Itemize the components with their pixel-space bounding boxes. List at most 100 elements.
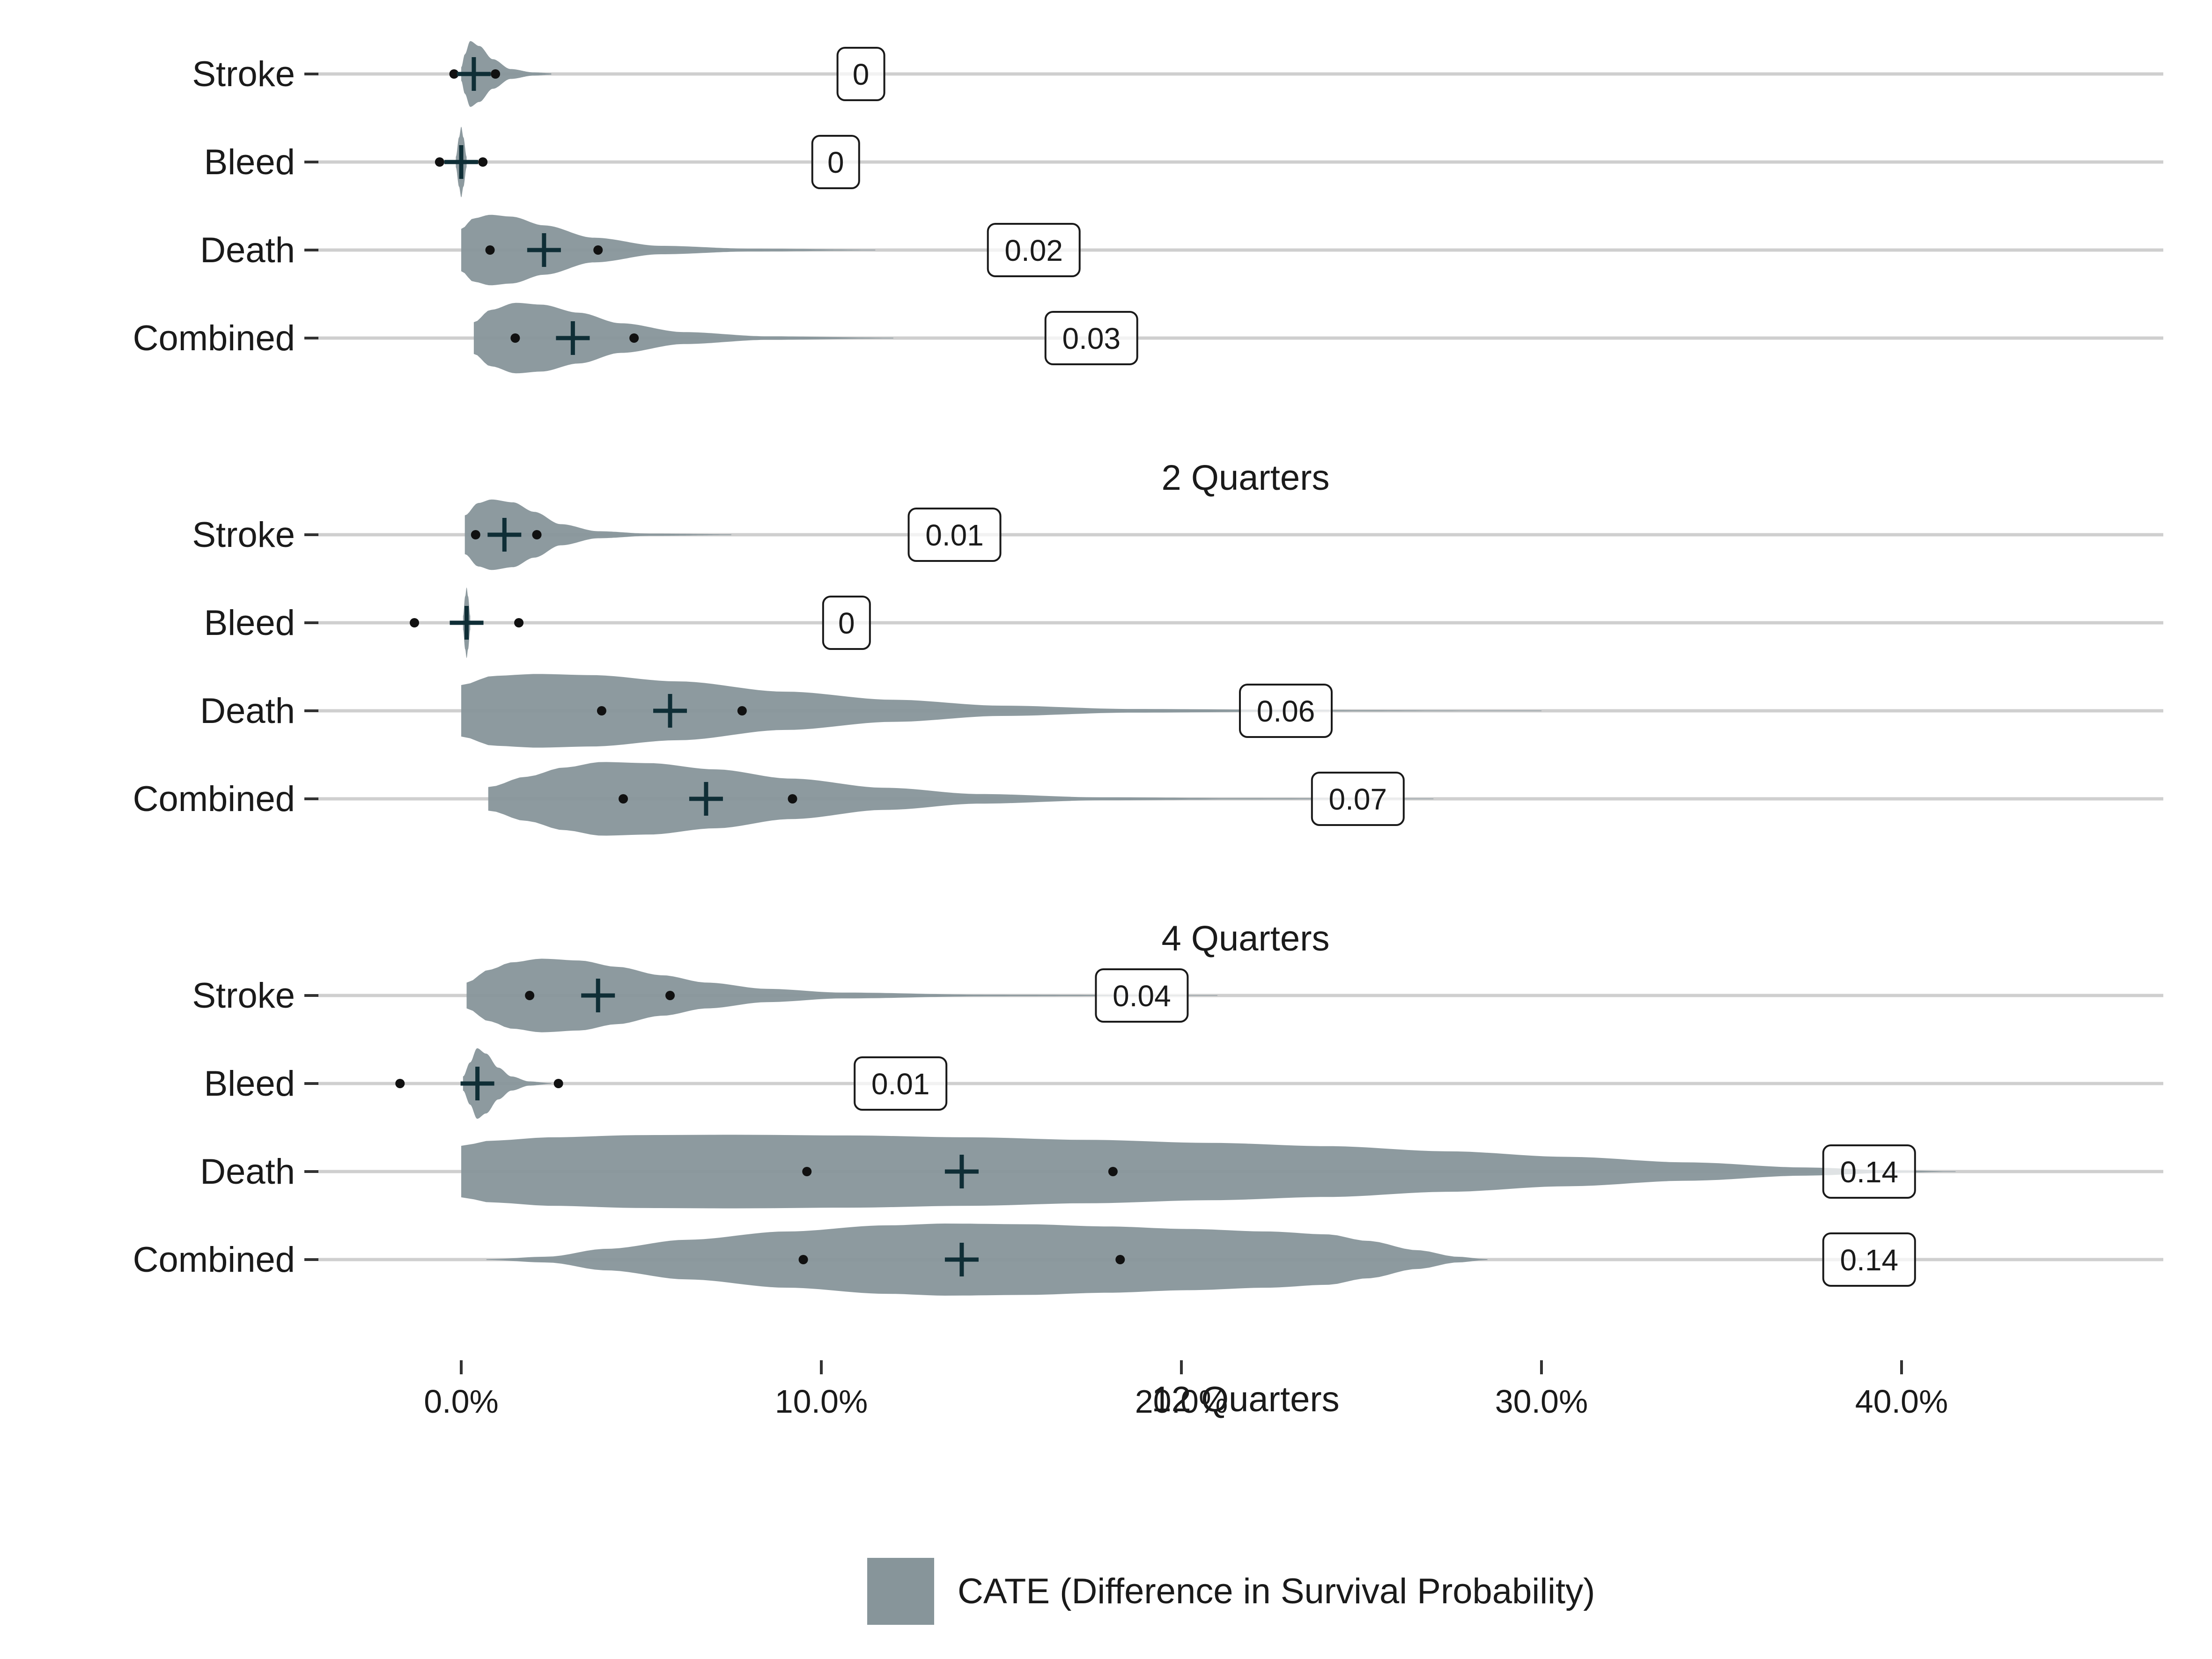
quantile-dot — [485, 245, 495, 255]
value-label: 0.01 — [854, 1056, 948, 1111]
value-label-text: 0.02 — [1004, 234, 1063, 267]
x-tick-label: 40.0% — [1855, 1383, 1948, 1420]
quantile-dot — [449, 69, 459, 79]
category-label: Combined — [133, 779, 295, 819]
value-label: 0.02 — [987, 223, 1081, 277]
value-label: 0.14 — [1822, 1232, 1916, 1287]
legend-swatch — [867, 1558, 934, 1625]
value-label: 0.03 — [1044, 311, 1138, 365]
value-label-text: 0.07 — [1329, 782, 1387, 816]
violin-row: Combined 0.07 — [133, 762, 2163, 836]
quantile-dot — [798, 1255, 808, 1264]
violin-row: Stroke 0.01 — [192, 499, 2163, 570]
x-tick-label: 30.0% — [1495, 1383, 1588, 1420]
legend: CATE (Difference in Survival Probability… — [867, 1558, 1595, 1625]
quantile-dot — [435, 157, 444, 167]
violin-shape — [461, 1135, 1956, 1209]
quantile-dot — [619, 794, 628, 804]
value-label: 0 — [836, 47, 885, 101]
panel-label: 4 Quarters — [1161, 919, 1329, 959]
quantile-dot — [802, 1167, 812, 1176]
value-label-box — [987, 223, 1081, 277]
violin-shape — [466, 959, 1217, 1032]
violin-row: Bleed 0 — [204, 126, 2163, 198]
value-label-box — [907, 508, 1002, 562]
value-label-box — [836, 47, 885, 101]
violin-shape — [486, 1224, 1488, 1296]
violin-row: Combined 0.03 — [133, 302, 2163, 374]
panel-label: 12 Quarters — [1151, 1379, 1339, 1419]
quantile-dot — [553, 1079, 563, 1088]
quantile-dot — [665, 991, 675, 1000]
quantile-dot — [395, 1079, 405, 1088]
quantile-dot — [532, 530, 542, 539]
category-label: Stroke — [192, 515, 295, 555]
quantile-dot — [525, 991, 535, 1000]
x-tick-label: 10.0% — [775, 1383, 868, 1420]
category-label: Death — [200, 691, 295, 731]
value-label-box — [854, 1056, 948, 1111]
value-label-box — [1044, 311, 1138, 365]
violin-shape — [473, 302, 893, 374]
quantile-dot — [788, 794, 797, 804]
value-label: 0 — [811, 135, 860, 189]
violin-shape — [488, 762, 1434, 836]
violin-shape — [465, 499, 731, 570]
panel-label: 2 Quarters — [1161, 458, 1329, 498]
quantile-dot — [478, 157, 488, 167]
quantile-dot — [514, 618, 524, 627]
quantile-dot — [510, 333, 520, 343]
value-label: 0.14 — [1822, 1144, 1916, 1199]
value-label-box — [1822, 1232, 1916, 1287]
value-label-box — [1095, 968, 1189, 1023]
category-label: Bleed — [204, 142, 295, 182]
panel: Stroke 0.01 Bleed 0 Death 0.06 Combined 0.07 4 Q… — [133, 499, 2163, 959]
x-axis: 0.0% 10.0% 20.0% 30.0% 40.0% — [424, 1360, 1948, 1420]
violin-row: Stroke 0.04 — [192, 959, 2163, 1032]
legend-label: CATE (Difference in Survival Probability… — [958, 1571, 1595, 1611]
quantile-dot — [1115, 1255, 1125, 1264]
value-label: 0.01 — [907, 508, 1002, 562]
value-label: 0.06 — [1239, 684, 1333, 738]
value-label-text: 0.01 — [925, 518, 984, 552]
quantile-dot — [593, 245, 603, 255]
value-label-text: 0.01 — [871, 1067, 930, 1101]
panel: Stroke 0 Bleed 0 Death 0.02 Combined 0.03 2 Quar… — [133, 41, 2163, 498]
value-label-text: 0.06 — [1257, 694, 1315, 728]
value-label-box — [1239, 684, 1333, 738]
violin-row: Bleed 0.01 — [204, 1048, 2163, 1119]
category-label: Death — [200, 230, 295, 270]
category-label: Bleed — [204, 1064, 295, 1104]
value-label-box — [1311, 772, 1405, 826]
violin-row: Combined 0.14 — [133, 1224, 2163, 1296]
violin-shape — [461, 41, 552, 107]
value-label-text: 0.14 — [1840, 1243, 1899, 1277]
value-label: 0 — [822, 596, 871, 650]
category-label: Bleed — [204, 603, 295, 643]
violin-shape — [463, 1048, 552, 1119]
category-label: Death — [200, 1152, 295, 1192]
value-label-text: 0 — [853, 58, 870, 91]
quantile-dot — [491, 69, 501, 79]
panel: Stroke 0.04 Bleed 0.01 Death 0.14 Combined 0.14… — [133, 959, 2163, 1419]
violin-shape — [461, 674, 1541, 748]
value-label-text: 0 — [838, 606, 855, 640]
violin-row: Stroke 0 — [192, 41, 2163, 107]
value-label: 0.04 — [1095, 968, 1189, 1023]
quantile-dot — [597, 706, 606, 715]
value-label: 0.07 — [1311, 772, 1405, 826]
panels: Stroke 0 Bleed 0 Death 0.02 Combined 0.03 2 Quar… — [133, 41, 2163, 1419]
value-label-text: 0 — [827, 146, 844, 179]
x-tick-label: 20.0% — [1135, 1383, 1228, 1420]
category-label: Stroke — [192, 976, 295, 1016]
category-label: Combined — [133, 318, 295, 358]
x-tick-label: 0.0% — [424, 1383, 499, 1420]
violin-row: Death 0.06 — [200, 674, 2163, 748]
value-label-text: 0.03 — [1062, 322, 1121, 355]
violin-row: Bleed 0 — [204, 587, 2163, 658]
violin-row: Death 0.02 — [200, 214, 2163, 286]
value-label-box — [811, 135, 860, 189]
quantile-dot — [737, 706, 747, 715]
quantile-dot — [410, 618, 420, 627]
